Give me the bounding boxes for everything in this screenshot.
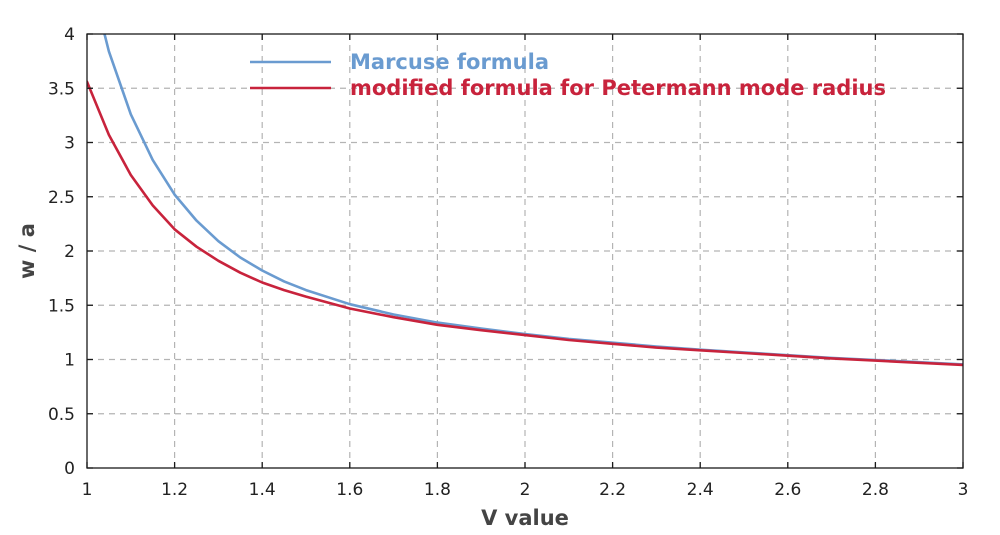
series-layer (87, 34, 963, 367)
y-tick-label: 0.5 (48, 405, 75, 425)
y-tick-label: 1 (64, 351, 75, 371)
x-tick-label: 2.8 (862, 480, 889, 500)
x-tick-label: 2.6 (774, 480, 801, 500)
x-tick-label: 1.2 (161, 480, 188, 500)
y-axis-label: w / a (15, 223, 39, 279)
y-tick-label: 3.5 (48, 79, 75, 99)
x-tick-labels: 1 1.2 1.4 1.6 1.8 2 2.2 2.4 2.6 2.8 3 (82, 480, 969, 500)
y-tick-label: 3 (64, 134, 75, 154)
y-tick-labels: 0 0.5 1 1.5 2 2.5 3 3.5 4 (48, 25, 75, 479)
y-tick-label: 2 (64, 242, 75, 262)
x-tick-label: 3 (958, 480, 969, 500)
x-tick-label: 1 (82, 480, 93, 500)
y-tick-label: 0 (64, 459, 75, 479)
y-tick-label: 1.5 (48, 296, 75, 316)
x-axis-label: V value (481, 506, 569, 530)
legend-label-1: Marcuse formula (350, 50, 549, 74)
legend-label-2: modified formula for Petermann mode radi… (350, 76, 886, 100)
x-tick-label: 1.6 (336, 480, 363, 500)
x-tick-label: 1.4 (249, 480, 276, 500)
series-line-2 (87, 80, 963, 367)
y-tick-label: 4 (64, 25, 75, 45)
x-tick-label: 2.4 (687, 480, 714, 500)
x-tick-label: 2.2 (599, 480, 626, 500)
axis-ticks (86, 33, 964, 469)
x-tick-label: 1.8 (424, 480, 451, 500)
y-tick-label: 2.5 (48, 188, 75, 208)
x-tick-label: 2 (520, 480, 531, 500)
